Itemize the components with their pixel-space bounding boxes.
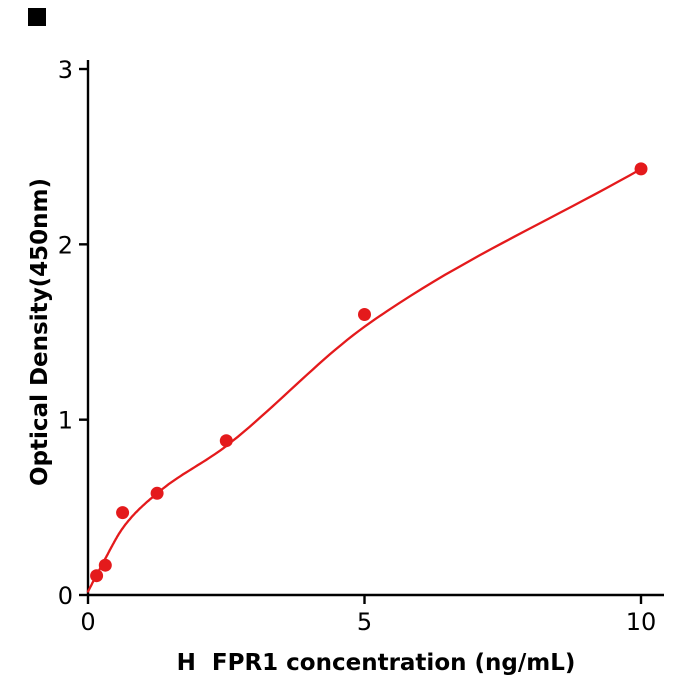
y-tick-label: 2	[58, 231, 73, 259]
data-point	[116, 506, 130, 520]
x-tick-label: 10	[626, 608, 657, 636]
corner-mark	[28, 8, 46, 26]
data-point	[219, 434, 233, 448]
y-tick-label: 0	[58, 582, 73, 610]
x-tick-label: 0	[80, 608, 95, 636]
fit-line	[86, 167, 643, 593]
data-point	[358, 308, 371, 321]
data-point	[98, 558, 112, 572]
data-point	[150, 486, 164, 500]
y-tick-label: 3	[58, 56, 73, 84]
x-tick-label: 5	[357, 608, 372, 636]
data-point	[634, 162, 648, 176]
y-tick-label: 1	[58, 407, 73, 435]
y-axis-label: Optical Density(450nm)	[27, 178, 53, 486]
data-point	[90, 569, 104, 583]
x-axis-label: H FPR1 concentration (ng/mL)	[176, 650, 576, 676]
